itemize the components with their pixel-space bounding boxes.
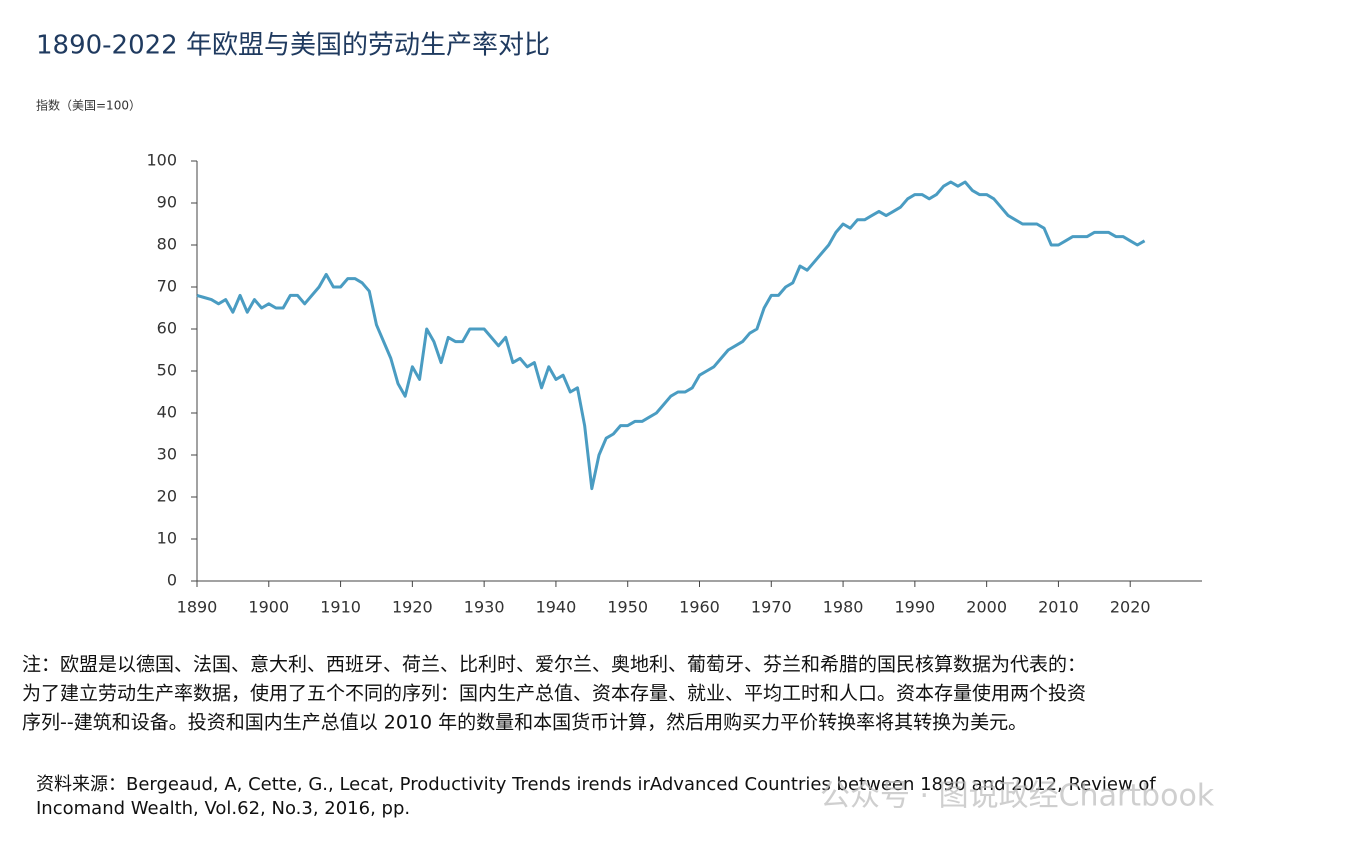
y-tick-label: 0 [167, 571, 177, 590]
x-tick-label: 1940 [536, 598, 577, 617]
y-tick-label: 70 [157, 277, 177, 296]
x-tick-label: 1900 [248, 598, 289, 617]
x-tick-label: 1910 [320, 598, 361, 617]
x-tick-label: 1960 [679, 598, 720, 617]
x-tick-label: 1920 [392, 598, 433, 617]
y-axis-label: 指数（美国=100） [36, 98, 141, 113]
x-tick-label: 2000 [966, 598, 1007, 617]
source-line: 资料来源：Bergeaud, A, Cette, G., Lecat, Prod… [36, 774, 1156, 795]
y-tick-label: 30 [157, 445, 177, 464]
x-tick-label: 2010 [1038, 598, 1079, 617]
y-tick-label: 20 [157, 487, 177, 506]
y-tick-label: 90 [157, 193, 177, 212]
source-line: Incomand Wealth, Vol.62, No.3, 2016, pp. [36, 798, 410, 819]
y-tick-label: 10 [157, 529, 177, 548]
x-tick-label: 1970 [751, 598, 792, 617]
y-tick-label: 40 [157, 403, 177, 422]
x-tick-label: 1950 [607, 598, 648, 617]
chart-title: 1890-2022 年欧盟与美国的劳动生产率对比 [36, 31, 550, 61]
y-tick-label: 80 [157, 235, 177, 254]
note-line: 序列--建筑和设备。投资和国内生产总值以 2010 年的数量和本国货币计算，然后… [22, 712, 1027, 734]
y-tick-label: 100 [146, 151, 177, 170]
y-tick-label: 50 [157, 361, 177, 380]
note-line: 为了建立劳动生产率数据，使用了五个不同的序列：国内生产总值、资本存量、就业、平均… [22, 683, 1086, 705]
watermark: 公众号 · 图说政经Chartbook [820, 779, 1215, 814]
x-tick-label: 1890 [177, 598, 218, 617]
note-line: 注：欧盟是以德国、法国、意大利、西班牙、荷兰、比利时、爱尔兰、奥地利、葡萄牙、芬… [22, 654, 1086, 676]
x-tick-label: 1980 [823, 598, 864, 617]
x-tick-label: 1930 [464, 598, 505, 617]
x-tick-label: 2020 [1110, 598, 1151, 617]
y-tick-label: 60 [157, 319, 177, 338]
data-line [196, 180, 1146, 491]
x-tick-label: 1990 [894, 598, 935, 617]
